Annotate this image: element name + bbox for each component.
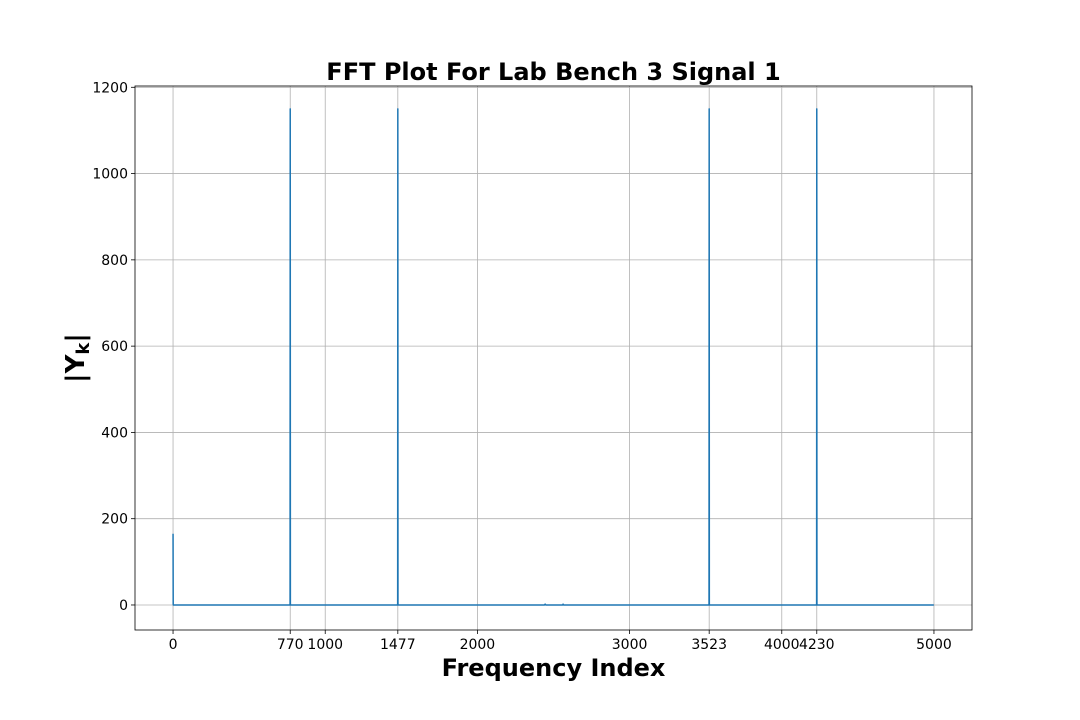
x-tick-label: 3523 <box>691 637 727 653</box>
y-tick-label: 1000 <box>92 167 128 183</box>
y-axis-label-close: | <box>61 333 91 343</box>
axes-frame <box>134 85 973 631</box>
x-tick-label: 3000 <box>612 637 648 653</box>
x-tick-label: 2000 <box>460 637 496 653</box>
x-tick-label: 770 <box>277 637 304 653</box>
x-tick-label: 1000 <box>307 637 343 653</box>
grid-layer <box>135 86 972 630</box>
x-axis-label: Frequency Index <box>442 654 666 682</box>
y-tick-label: 1200 <box>92 80 128 96</box>
x-tick-label: 0 <box>169 637 178 653</box>
y-tick-label: 200 <box>101 512 128 528</box>
x-tick-label: 4000 <box>764 637 800 653</box>
series-layer <box>172 108 934 606</box>
y-axis-label: |Yk| <box>61 333 94 383</box>
x-tick-label: 4230 <box>799 637 835 653</box>
y-axis-label-main: |Y <box>61 353 91 382</box>
y-tick-label: 400 <box>101 425 128 441</box>
x-tick-label: 5000 <box>916 637 952 653</box>
ticks-layer: 0 770 1000 1477 2000 3000 3523 4000 4230 50000200… <box>92 80 951 653</box>
y-axis-label-subscript: k <box>73 342 94 355</box>
chart-title: FFT Plot For Lab Bench 3 Signal 1 <box>326 58 780 86</box>
y-tick-label: 800 <box>101 253 128 269</box>
fft-magnitude-line <box>172 108 934 606</box>
y-tick-label: 600 <box>101 339 128 355</box>
x-tick-label: 1477 <box>380 637 416 653</box>
y-tick-label: 0 <box>119 598 128 614</box>
